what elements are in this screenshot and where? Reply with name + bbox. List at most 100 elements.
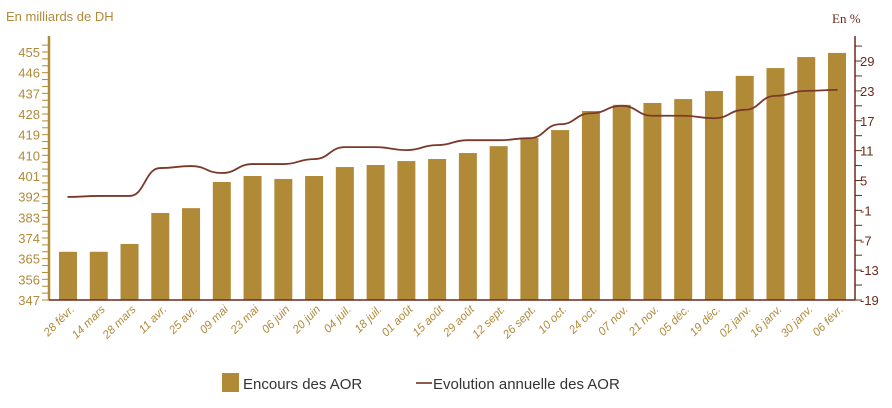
right-tick-label: 29 [860,54,874,69]
x-tick-label: 02 janv. [717,304,753,340]
right-tick-label: -13 [860,263,879,278]
right-tick-label: -19 [860,293,879,308]
x-tick-label: 07 nov. [596,304,631,339]
x-tick-label: 06 févr. [811,304,846,339]
bar [274,178,293,300]
x-tick-label: 20 juin [290,304,323,337]
x-tick-label: 05 déc. [657,304,692,339]
legend-label-line: Evolution annuelle des AOR [433,376,620,393]
left-tick-label: 383 [18,210,40,225]
bar [489,146,508,300]
bar [151,212,170,300]
bar [766,68,785,301]
line-point [405,149,408,151]
bar [243,176,262,300]
left-tick-label: 455 [18,45,40,60]
bar [335,167,354,300]
left-tick-label: 419 [18,128,40,143]
left-tick-label: 446 [18,66,40,81]
bar [704,91,723,300]
bar [120,243,139,300]
left-tick-label: 374 [18,231,40,246]
x-tick-label: 15 août [411,303,447,339]
right-tick-label: -1 [860,203,872,218]
line-point [774,95,777,97]
legend: Encours des AOR Evolution annuelle des A… [222,373,620,393]
bar [520,137,539,300]
left-tick-label: 365 [18,252,40,267]
x-tick-label: 10 oct. [536,304,569,337]
x-tick-label: 28 mars [100,303,139,342]
x-tick-label: 19 déc. [688,304,723,339]
x-tick-label: 26 sept. [500,304,538,342]
bar [581,111,600,300]
bar [458,153,477,300]
bar [305,176,324,300]
line-point [282,163,285,165]
bar [674,99,693,301]
line-point [436,144,438,146]
left-axis-label: En milliards de DH [6,9,114,24]
line-point [374,146,377,148]
x-tick-label: 24 oct. [566,304,600,338]
line-point [620,105,623,107]
line-point [128,195,131,197]
line-point [159,167,162,169]
line-point [344,146,346,148]
bar [59,251,77,300]
right-tick-label: 5 [860,174,867,189]
x-tick-label: 25 avr. [166,304,200,338]
bar [366,164,385,300]
bar [612,104,631,300]
bar [428,159,447,300]
right-tick-label: 11 [860,144,874,159]
line-point [651,114,654,117]
x-tick-label: 06 juin [260,304,292,336]
evolution-line [67,88,838,198]
bar [643,102,662,300]
line-point [467,139,469,141]
line-point [97,195,100,197]
x-tick-label: 16 janv. [748,304,784,340]
line-point [805,90,808,92]
bar [89,251,108,300]
x-tick-label: 01 août [380,303,416,339]
left-tick-label: 347 [18,293,40,308]
right-tick-label: 17 [860,114,874,129]
line-point [313,158,315,160]
left-tick-label: 392 [18,190,40,205]
bar [797,57,816,301]
right-tick-label: 23 [860,84,874,99]
left-tick-label: 437 [18,86,40,101]
line-point [743,108,746,111]
x-tick-label: 21 nov. [626,304,661,339]
line-point [528,137,531,139]
x-tick-label: 12 sept. [470,304,507,341]
legend-swatch-bar [222,373,239,392]
bar [212,181,231,300]
line-point [590,112,592,115]
line-point [559,123,561,126]
line-point [190,165,192,167]
bar [735,75,754,300]
left-tick-label: 401 [18,169,40,184]
line-point [497,139,500,141]
line-point [221,172,223,174]
left-tick-label: 356 [18,272,40,287]
line-point [682,114,684,117]
bar [828,52,846,300]
line-point [251,163,254,165]
right-tick-label: -7 [860,233,872,248]
legend-label-bar: Encours des AOR [243,376,362,393]
x-tick-label: 04 juil. [322,304,354,336]
bar [182,208,201,300]
bar [397,161,416,300]
line-point [713,117,715,120]
line-point [67,196,69,198]
x-tick-label: 11 avr. [137,304,169,336]
x-tick-label: 23 mai [228,303,262,337]
left-tick-label: 410 [18,148,40,163]
right-axis-label: En % [832,11,861,26]
x-tick-label: 30 janv. [779,304,815,340]
